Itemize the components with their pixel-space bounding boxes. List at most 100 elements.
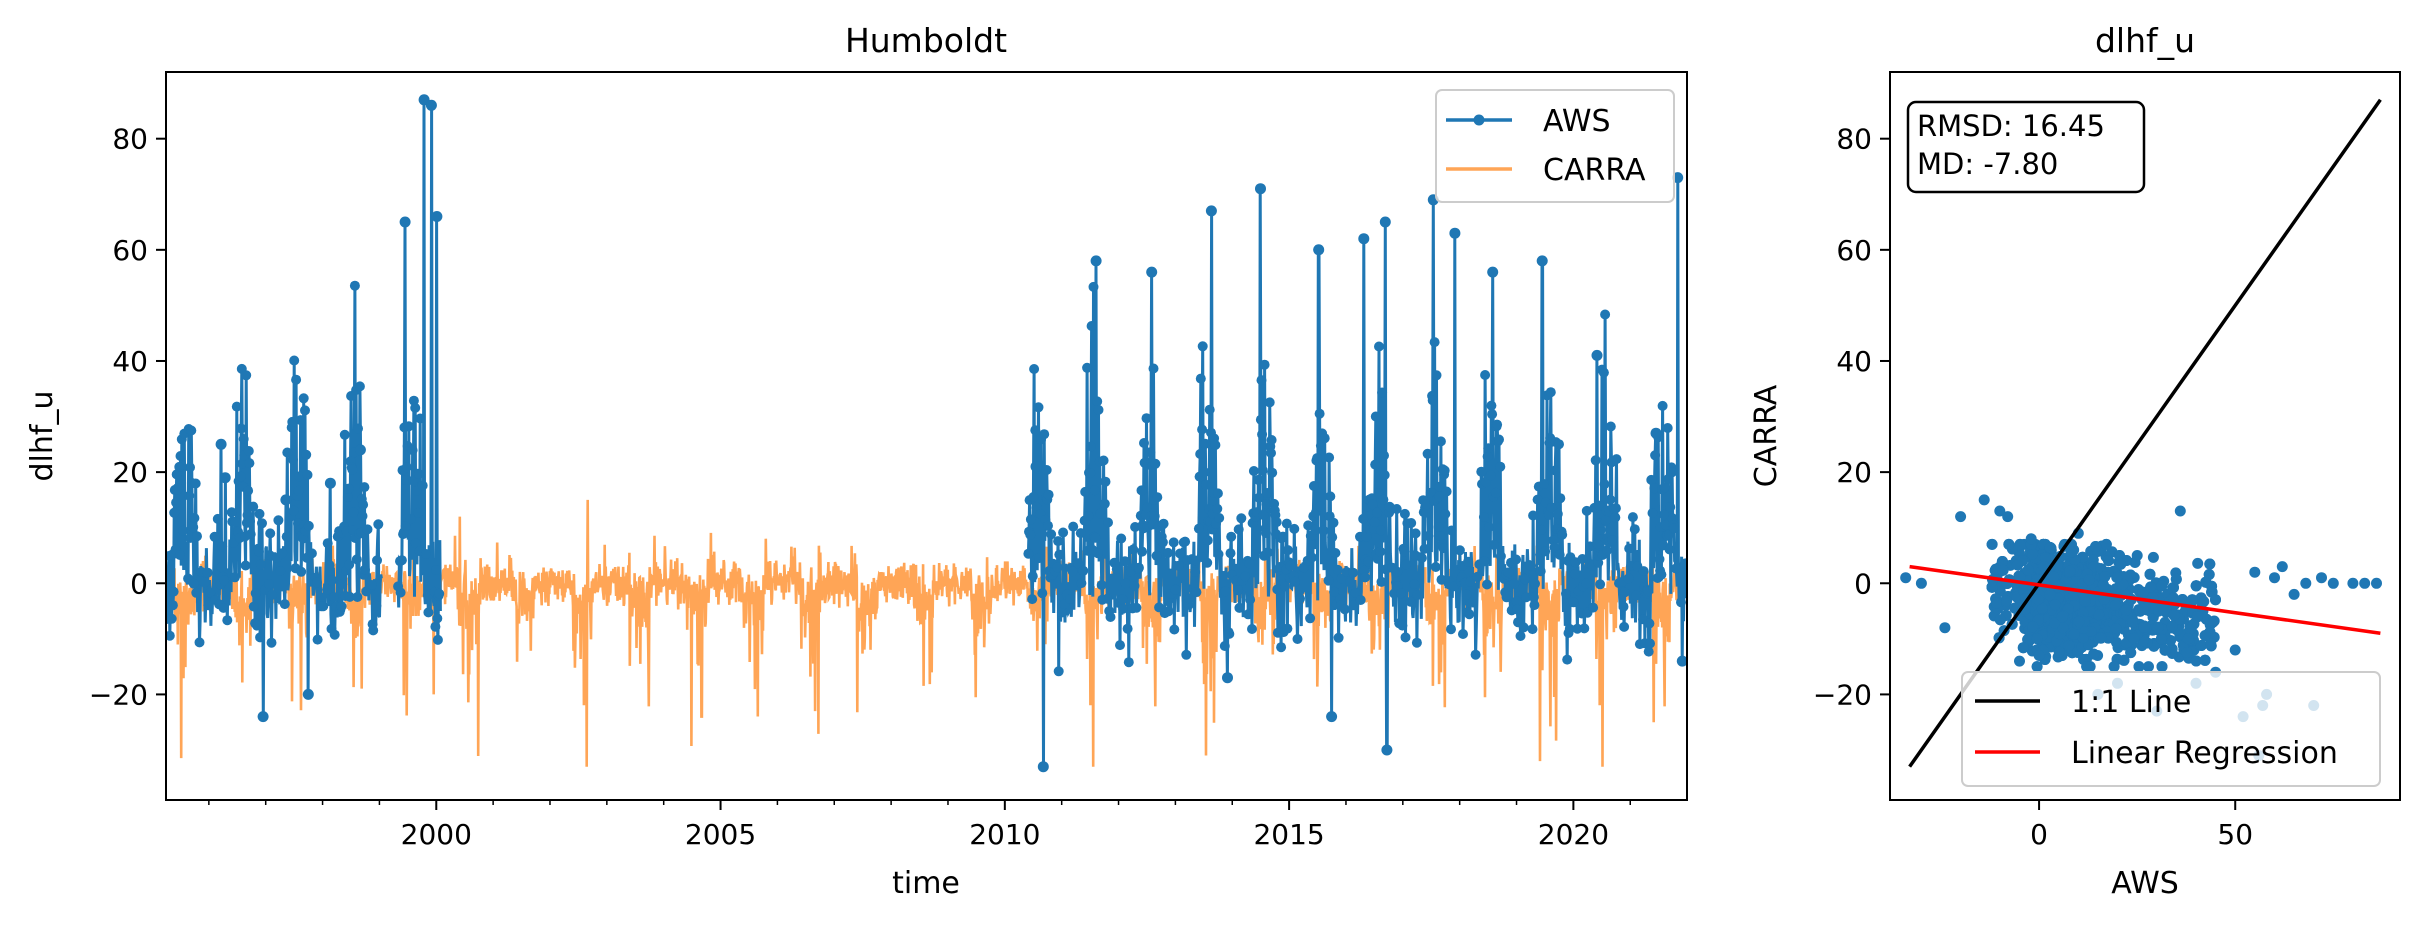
aws-marker bbox=[1487, 409, 1498, 420]
x-tick-label: 0 bbox=[2030, 818, 2048, 851]
scatter-point bbox=[2200, 576, 2212, 588]
scatter-point bbox=[2064, 565, 2076, 577]
aws-marker bbox=[1139, 438, 1149, 448]
timeseries-panel: Humboldt 2000 2005 2010 2015 2020 −20 0 20 40 60… bbox=[25, 21, 1688, 901]
aws-marker bbox=[277, 548, 288, 559]
scatter-point bbox=[2170, 573, 2182, 585]
aws-marker bbox=[1667, 467, 1678, 478]
aws-marker bbox=[1152, 492, 1163, 503]
aws-peak-marker bbox=[1676, 655, 1687, 667]
scatter-point bbox=[2174, 505, 2186, 517]
aws-marker bbox=[1131, 602, 1142, 613]
aws-marker bbox=[420, 549, 431, 559]
aws-marker bbox=[359, 482, 370, 493]
aws-marker bbox=[1122, 623, 1133, 634]
aws-marker bbox=[1430, 562, 1441, 572]
aws-marker bbox=[1561, 588, 1571, 599]
aws-marker bbox=[252, 620, 262, 631]
scatter-x-label: AWS bbox=[2111, 866, 2179, 901]
aws-peak-marker bbox=[1536, 255, 1548, 267]
aws-marker bbox=[1130, 522, 1141, 532]
aws-marker bbox=[1312, 453, 1323, 464]
aws-marker bbox=[244, 458, 255, 469]
aws-marker bbox=[1190, 567, 1201, 577]
aws-marker bbox=[1535, 566, 1546, 577]
aws-marker bbox=[1117, 594, 1128, 605]
aws-marker bbox=[265, 528, 276, 539]
aws-marker bbox=[395, 587, 406, 598]
aws-marker bbox=[1427, 395, 1438, 406]
aws-peak-marker bbox=[1146, 266, 1158, 278]
aws-marker bbox=[1247, 624, 1257, 634]
aws-marker bbox=[372, 555, 382, 566]
aws-marker bbox=[1557, 529, 1568, 540]
aws-marker bbox=[245, 516, 255, 527]
aws-marker bbox=[1224, 628, 1235, 639]
aws-marker bbox=[413, 507, 424, 518]
aws-marker bbox=[1220, 586, 1231, 597]
aws-marker bbox=[1509, 578, 1520, 589]
aws-marker bbox=[396, 555, 407, 566]
aws-marker bbox=[1480, 370, 1491, 380]
scatter-point bbox=[2057, 622, 2069, 634]
aws-marker bbox=[194, 637, 205, 648]
aws-marker bbox=[1283, 545, 1293, 556]
aws-marker bbox=[1511, 596, 1522, 607]
aws-marker bbox=[1660, 520, 1671, 531]
aws-marker bbox=[1290, 576, 1300, 587]
scatter-point bbox=[2025, 533, 2037, 545]
scatter-point bbox=[1996, 556, 2008, 567]
aws-marker bbox=[1669, 523, 1679, 534]
scatter-point bbox=[2049, 599, 2061, 611]
aws-marker bbox=[400, 521, 411, 531]
aws-marker bbox=[168, 586, 179, 597]
aws-marker bbox=[322, 584, 333, 595]
scatter-point bbox=[2111, 637, 2123, 648]
aws-marker bbox=[1100, 476, 1111, 487]
scatter-point bbox=[2269, 572, 2280, 584]
aws-marker bbox=[1611, 454, 1622, 465]
aws-marker bbox=[1332, 564, 1343, 575]
aws-marker bbox=[229, 572, 240, 583]
aws-marker bbox=[343, 483, 354, 494]
scatter-point bbox=[1986, 538, 1998, 550]
legend-box bbox=[1435, 89, 1675, 203]
aws-marker bbox=[351, 554, 362, 565]
scatter-point bbox=[2210, 594, 2221, 606]
scatter-point bbox=[2053, 646, 2065, 658]
aws-marker bbox=[1598, 367, 1609, 378]
scatter-point bbox=[2229, 644, 2241, 656]
aws-marker bbox=[1599, 479, 1610, 490]
aws-marker bbox=[243, 485, 254, 496]
aws-marker bbox=[291, 374, 302, 385]
legend-aws-label: AWS bbox=[1543, 104, 1611, 139]
aws-peak-marker bbox=[354, 444, 366, 456]
aws-marker bbox=[1315, 501, 1326, 512]
aws-marker bbox=[1082, 362, 1093, 373]
aws-marker bbox=[1272, 584, 1283, 595]
aws-marker bbox=[1656, 569, 1667, 580]
aws-marker bbox=[1054, 549, 1065, 560]
scatter-point bbox=[2166, 620, 2178, 632]
aws-marker bbox=[231, 401, 242, 412]
aws-marker bbox=[1285, 560, 1296, 571]
scatter-point bbox=[1991, 597, 2002, 609]
aws-marker bbox=[1429, 337, 1440, 348]
aws-marker bbox=[1085, 441, 1096, 452]
aws-marker bbox=[1096, 580, 1107, 590]
scatter-point bbox=[2031, 633, 2043, 645]
aws-marker bbox=[1605, 421, 1616, 432]
y-tick-label: 60 bbox=[1836, 234, 1872, 267]
aws-marker bbox=[212, 513, 223, 524]
x-tick-label: 2015 bbox=[1253, 818, 1324, 851]
aws-marker bbox=[1511, 554, 1522, 565]
aws-marker bbox=[1053, 666, 1064, 677]
aws-marker bbox=[322, 538, 333, 549]
aws-marker bbox=[1098, 455, 1109, 466]
aws-marker bbox=[306, 548, 317, 559]
aws-marker bbox=[1607, 535, 1618, 546]
linear-regression-line bbox=[1909, 564, 2381, 636]
aws-marker bbox=[1550, 465, 1561, 476]
aws-marker bbox=[1339, 604, 1350, 615]
aws-marker bbox=[1585, 541, 1595, 552]
